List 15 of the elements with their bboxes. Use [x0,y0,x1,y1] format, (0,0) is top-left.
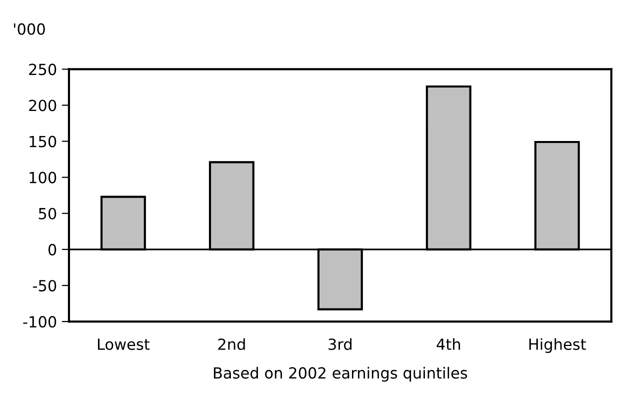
y-axis-title: '000 [14,23,45,35]
x-axis-title: Based on 2002 earnings quintiles [214,366,468,382]
x-tick-label: 4th [436,338,460,350]
y-tick-label: 200 [29,100,56,112]
x-tick-label: Lowest [98,338,150,350]
y-tick-label: 250 [29,64,56,76]
y-tick-label: 100 [30,172,56,184]
y-tick-label: 50 [38,208,56,220]
y-tick-label: -50 [32,280,56,292]
y-tick-label: -100 [23,316,56,328]
y-tick-label: 150 [30,136,56,148]
x-tick-label: 2nd [218,338,245,350]
x-tick-label: 3rd [328,338,352,350]
x-tick-label: Highest [529,338,586,353]
y-tick-label: 0 [48,244,56,256]
